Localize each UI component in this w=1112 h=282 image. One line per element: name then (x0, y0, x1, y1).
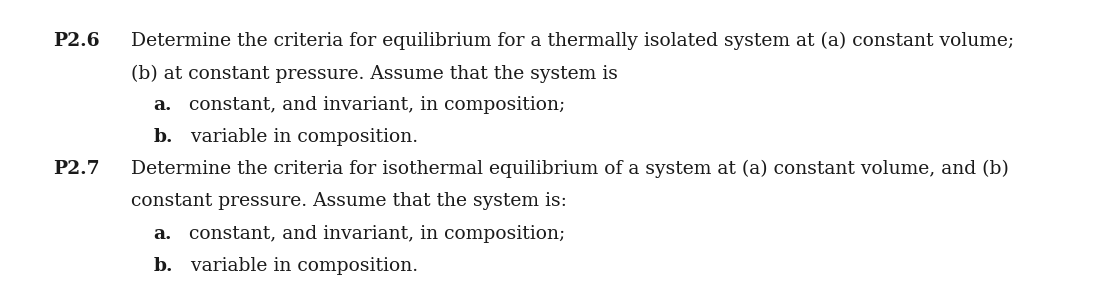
Text: constant pressure. Assume that the system is:: constant pressure. Assume that the syste… (131, 192, 567, 210)
Text: constant, and invariant, in composition;: constant, and invariant, in composition; (177, 225, 566, 243)
Text: variable in composition.: variable in composition. (179, 257, 418, 275)
Text: a.: a. (153, 96, 172, 114)
Text: b.: b. (153, 128, 173, 146)
Text: variable in composition.: variable in composition. (179, 128, 418, 146)
Text: (b) at constant pressure. Assume that the system is: (b) at constant pressure. Assume that th… (131, 64, 618, 83)
Text: Determine the criteria for isothermal equilibrium of a system at (a) constant vo: Determine the criteria for isothermal eq… (131, 160, 1009, 178)
Text: a.: a. (153, 225, 172, 243)
Text: constant, and invariant, in composition;: constant, and invariant, in composition; (177, 96, 566, 114)
Text: P2.6: P2.6 (53, 32, 100, 50)
Text: P2.7: P2.7 (53, 160, 100, 177)
Text: Determine the criteria for equilibrium for a thermally isolated system at (a) co: Determine the criteria for equilibrium f… (131, 32, 1014, 50)
Text: b.: b. (153, 257, 173, 275)
